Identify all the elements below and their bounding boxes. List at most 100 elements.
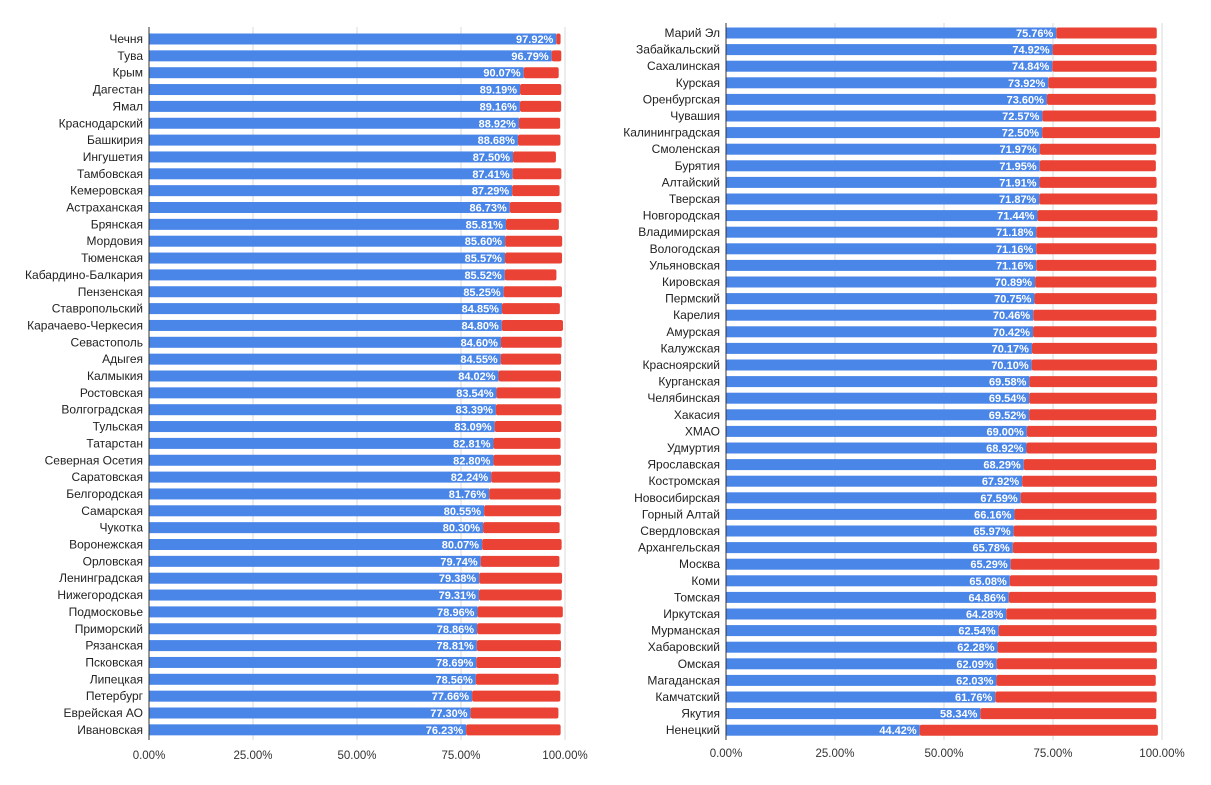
bar-remainder	[494, 421, 562, 433]
bar-value	[149, 454, 494, 466]
category-label: Ингушетия	[83, 150, 143, 164]
bar-value	[149, 690, 473, 702]
data-label: 65.29%	[970, 559, 1008, 571]
bar-value	[149, 269, 505, 281]
category-label: Тамбовская	[77, 167, 143, 181]
data-label: 82.80%	[453, 455, 491, 467]
bar-remainder	[1036, 243, 1157, 255]
bar-value	[149, 421, 495, 433]
bar-remainder	[1029, 392, 1158, 404]
bar-remainder	[477, 606, 563, 618]
bar-value	[726, 176, 1040, 188]
bar-value	[726, 459, 1024, 471]
data-label: 79.31%	[439, 590, 477, 602]
category-label: Амурская	[666, 325, 720, 339]
data-label: 85.60%	[465, 236, 503, 248]
data-label: 71.16%	[996, 244, 1034, 256]
bar-value	[726, 392, 1030, 404]
bar-remainder	[1042, 110, 1157, 122]
category-label: Татарстан	[86, 436, 143, 450]
bar-value	[149, 623, 478, 635]
category-label: Марий Эл	[665, 26, 720, 40]
category-label: Белгородская	[66, 487, 143, 501]
bar-remainder	[482, 539, 562, 550]
data-label: 84.80%	[461, 320, 499, 332]
category-label: Петербург	[86, 689, 144, 703]
category-label: Липецкая	[90, 672, 143, 686]
bar-remainder	[1010, 558, 1160, 570]
bar-value	[726, 542, 1013, 554]
data-label: 89.16%	[480, 101, 518, 113]
data-label: 87.50%	[473, 152, 511, 164]
data-label: 64.86%	[968, 592, 1006, 604]
bar-remainder	[1035, 276, 1157, 288]
category-label: Оренбургская	[643, 92, 720, 106]
bar-value	[149, 235, 506, 247]
data-label: 83.39%	[456, 405, 494, 417]
category-label: Мордовия	[87, 234, 143, 248]
data-label: 78.56%	[435, 674, 473, 686]
category-label: Мурманская	[651, 624, 720, 638]
bar-remainder	[1042, 127, 1160, 139]
data-label: 65.78%	[972, 543, 1010, 555]
bar-value	[149, 67, 524, 79]
data-label: 76.23%	[426, 725, 464, 737]
bar-value	[149, 555, 481, 567]
bar-remainder	[513, 151, 556, 163]
category-label: Удмуртия	[667, 441, 720, 455]
data-label: 74.92%	[1012, 45, 1050, 57]
bar-remainder	[1052, 60, 1157, 72]
bar-value	[149, 218, 506, 230]
chart-panel-right: Марий Эл 75.76% Забайкальский 74.92% Сахалин…	[623, 23, 1185, 760]
category-label: Якутия	[681, 707, 720, 721]
data-label: 87.29%	[472, 186, 510, 198]
bar-remainder	[551, 50, 562, 62]
bar-value	[726, 442, 1027, 454]
bar-value	[726, 575, 1010, 587]
bar-value	[149, 185, 513, 197]
bar-remainder	[1037, 210, 1158, 222]
bar-remainder	[1052, 44, 1157, 56]
data-label: 69.00%	[987, 426, 1025, 438]
bar-remainder	[523, 67, 559, 79]
data-label: 64.28%	[966, 609, 1004, 621]
category-label: Ярославская	[647, 458, 720, 472]
bar-remainder	[1012, 542, 1157, 554]
category-label: Кировская	[662, 275, 720, 289]
category-label: Горный Алтай	[642, 507, 720, 521]
bar-value	[726, 226, 1037, 238]
bar-remainder	[500, 353, 562, 365]
data-label: 88.92%	[479, 118, 517, 130]
bar-value	[149, 252, 505, 264]
data-label: 79.38%	[439, 573, 477, 585]
bar-remainder	[1031, 359, 1157, 371]
data-label: 83.09%	[454, 422, 492, 434]
bar-value	[726, 425, 1027, 437]
data-label: 85.52%	[464, 270, 502, 282]
category-label: Самарская	[81, 504, 143, 518]
category-label: Ульяновская	[649, 258, 720, 272]
bar-remainder	[1039, 160, 1156, 172]
bar-value	[726, 359, 1032, 371]
category-label: Москва	[679, 557, 720, 571]
bar-remainder	[1033, 326, 1157, 338]
category-label: Тульская	[93, 420, 143, 434]
data-label: 73.60%	[1007, 94, 1045, 106]
category-label: Чувашия	[670, 109, 720, 123]
bar-value	[149, 724, 467, 736]
bar-remainder	[1034, 293, 1158, 305]
x-tick-label: 25.00%	[815, 748, 854, 760]
bar-value	[149, 522, 484, 534]
bar-remainder	[1029, 376, 1158, 388]
category-label: Курганская	[658, 375, 720, 389]
bar-remainder	[500, 336, 562, 348]
bar-remainder	[1026, 425, 1157, 437]
bar-remainder	[475, 673, 559, 685]
bar-value	[149, 353, 501, 365]
data-label: 77.66%	[432, 691, 470, 703]
bar-value	[726, 492, 1021, 504]
bar-value	[149, 707, 471, 719]
bar-value	[149, 370, 499, 382]
bar-remainder	[483, 522, 560, 534]
bar-value	[149, 134, 518, 146]
